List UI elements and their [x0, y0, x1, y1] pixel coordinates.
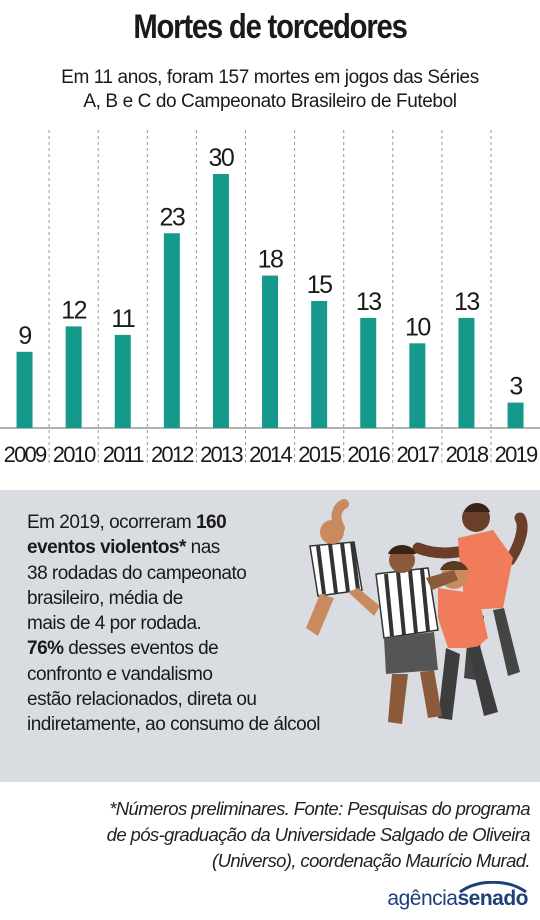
data-label-2014: 18 [258, 246, 283, 274]
x-tick-label-2019: 2019 [495, 442, 538, 467]
x-tick-label-2014: 2014 [249, 442, 292, 467]
striped-fan-figure-left [306, 499, 380, 636]
subtitle-line-2: A, B e C do Campeonato Brasileiro de Fut… [83, 91, 457, 112]
chart-title: Mortes de torcedores [133, 8, 407, 46]
x-tick-label-2010: 2010 [53, 442, 96, 467]
info-bold-events: eventos violentos* [27, 537, 186, 559]
bar-2009 [16, 351, 33, 428]
bar-2012 [163, 233, 180, 428]
data-label-2018: 13 [454, 288, 479, 316]
info-bold-percent: 76% [27, 638, 64, 660]
x-tick-label-2016: 2016 [347, 442, 390, 467]
fans-fighting-illustration [306, 499, 528, 724]
data-label-2019: 3 [509, 373, 522, 401]
data-label-2017: 10 [405, 313, 430, 341]
striped-fan-figure-center [375, 545, 458, 724]
data-label-2011: 11 [111, 305, 135, 333]
footnote: *Números preliminares. Fonte: Pesquisas … [0, 796, 531, 874]
info-text-1: Em 2019, ocorreram [27, 512, 196, 533]
x-tick-label-2011: 2011 [103, 442, 145, 467]
subtitle-line-1: Em 11 anos, foram 157 mortes em jogos da… [61, 67, 479, 88]
bar-2014 [262, 275, 279, 428]
bar-2010 [65, 326, 82, 428]
info-text-4: brasileiro, média de [27, 587, 183, 609]
bar-2013 [212, 174, 229, 428]
x-tick-label-2015: 2015 [298, 442, 341, 467]
logo-text-senado: senado [457, 887, 528, 910]
footnote-line-3: (Universo), coordenação Maurício Murad. [212, 850, 531, 871]
info-text-7: confronto e vandalismo [27, 663, 213, 685]
bar-2016 [360, 317, 377, 428]
logo-arc-icon [459, 881, 527, 893]
bar-chart: 9 2009 12 2010 11 2011 23 2012 30 2013 18 2014 15 201… [0, 130, 540, 467]
footnote-line-2: de pós-graduação da Universidade Salgado… [106, 824, 531, 845]
info-text-2: nas [185, 537, 221, 559]
x-tick-label-2017: 2017 [396, 442, 439, 467]
info-text-5: mais de 4 por rodada. [27, 613, 202, 635]
logo-text-agencia: agência [387, 887, 458, 910]
chart-subtitle: Em 11 anos, foram 157 mortes em jogos da… [0, 66, 540, 114]
second-orange-fan-figure [438, 561, 498, 720]
x-tick-label-2013: 2013 [200, 442, 243, 467]
data-label-2012: 23 [159, 203, 184, 231]
data-label-2013: 30 [209, 144, 234, 172]
info-text-3: 38 rodadas do campeonato [27, 562, 247, 584]
info-text-6: desses eventos de [63, 638, 219, 660]
info-text: Em 2019, ocorreram 160 eventos violentos… [27, 510, 337, 738]
x-tick-label-2018: 2018 [446, 442, 489, 467]
data-label-2009: 9 [18, 322, 31, 350]
data-label-2016: 13 [356, 288, 381, 316]
bar-2019 [507, 402, 524, 428]
bar-2017 [409, 343, 426, 428]
x-tick-label-2012: 2012 [151, 442, 194, 467]
x-tick-label-2009: 2009 [4, 442, 47, 467]
info-text-8: estão relacionados, direta ou [27, 689, 257, 711]
info-bold-count: 160 [195, 512, 227, 533]
data-label-2010: 12 [61, 296, 86, 324]
info-text-9: indiretamente, ao consumo de álcool [27, 714, 321, 736]
footnote-line-1: *Números preliminares. Fonte: Pesquisas … [109, 798, 530, 819]
agencia-senado-logo: agência senado [387, 881, 528, 913]
data-label-2015: 15 [307, 271, 332, 299]
bar-2018 [458, 317, 475, 428]
bar-2011 [114, 334, 131, 428]
bar-2015 [311, 301, 328, 428]
